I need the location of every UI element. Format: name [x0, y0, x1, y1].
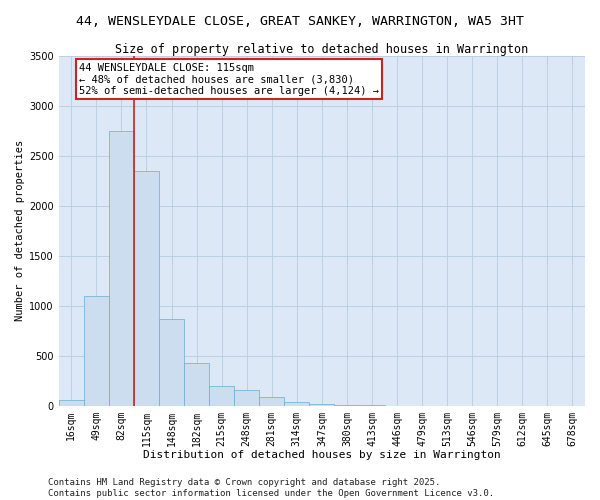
Bar	[209, 386, 234, 406]
Bar	[334, 405, 359, 406]
Bar	[259, 397, 284, 406]
Bar	[159, 318, 184, 406]
Bar	[234, 390, 259, 406]
Title: Size of property relative to detached houses in Warrington: Size of property relative to detached ho…	[115, 42, 529, 56]
Bar	[310, 404, 334, 406]
Bar	[59, 400, 84, 406]
Bar	[109, 130, 134, 406]
Bar	[184, 362, 209, 406]
Y-axis label: Number of detached properties: Number of detached properties	[15, 140, 25, 321]
Bar	[134, 170, 159, 406]
Text: Contains HM Land Registry data © Crown copyright and database right 2025.
Contai: Contains HM Land Registry data © Crown c…	[48, 478, 494, 498]
Text: 44, WENSLEYDALE CLOSE, GREAT SANKEY, WARRINGTON, WA5 3HT: 44, WENSLEYDALE CLOSE, GREAT SANKEY, WAR…	[76, 15, 524, 28]
Bar	[84, 296, 109, 406]
X-axis label: Distribution of detached houses by size in Warrington: Distribution of detached houses by size …	[143, 450, 501, 460]
Text: 44 WENSLEYDALE CLOSE: 115sqm
← 48% of detached houses are smaller (3,830)
52% of: 44 WENSLEYDALE CLOSE: 115sqm ← 48% of de…	[79, 62, 379, 96]
Bar	[284, 402, 310, 406]
